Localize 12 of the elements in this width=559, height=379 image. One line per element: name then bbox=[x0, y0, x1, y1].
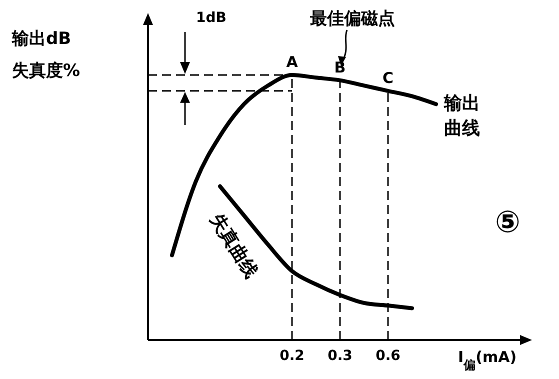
text: 最佳偏磁点 bbox=[309, 9, 395, 29]
annotation: A bbox=[286, 53, 298, 71]
y-axis-title: 输出dB 失真度% bbox=[11, 29, 80, 81]
annotation: ⑤ bbox=[495, 205, 520, 240]
series-label: 输出曲线 bbox=[443, 93, 480, 140]
x-tick-label: 0.2 bbox=[280, 348, 304, 364]
text: 1dB bbox=[196, 10, 226, 26]
x-axis-title: I$_{偏}$(mA) bbox=[458, 348, 517, 372]
annotation: C bbox=[382, 68, 394, 87]
x-tick-label: 0.6 bbox=[376, 348, 400, 364]
text: 失真曲线 bbox=[206, 210, 262, 282]
x-tick-label: 0.3 bbox=[328, 348, 352, 364]
